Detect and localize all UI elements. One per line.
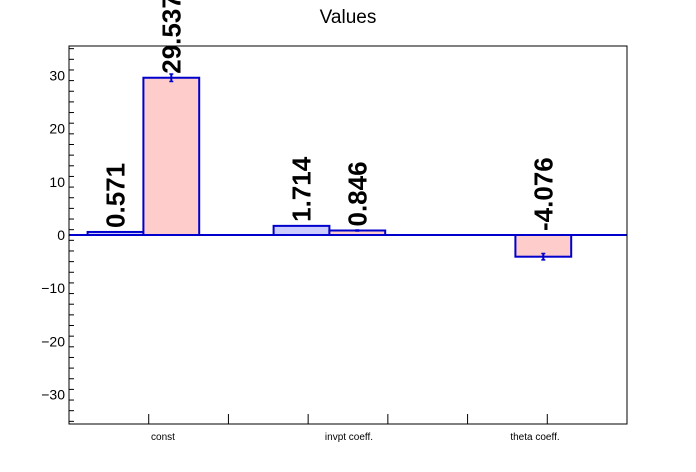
y-tick-label: −20 (41, 333, 65, 349)
x-tick-label: const (151, 432, 175, 443)
data-label: -4.076 (528, 157, 558, 231)
data-label: 1.714 (287, 156, 317, 222)
y-tick-label: 30 (49, 67, 65, 83)
y-tick-label: −10 (41, 280, 65, 296)
plot-frame (68, 45, 628, 425)
chart-title: Values (320, 7, 377, 28)
bar (142, 76, 201, 236)
data-label: 29.537 (156, 0, 186, 74)
y-axis: −30 −20 −10 0 10 20 30 (41, 48, 74, 422)
x-tick-label: invpt coeff. (325, 432, 373, 443)
y-tick-label: 0 (57, 227, 65, 243)
bar (272, 224, 331, 236)
plot-area: 0.571 1.714 29.537 0.846 -4.076 (69, 0, 627, 261)
data-label: 0.846 (342, 161, 372, 226)
x-tick-label: theta coeff. (510, 432, 559, 443)
y-tick-label: −30 (41, 387, 65, 403)
y-tick-label: 20 (49, 121, 65, 137)
data-label: 0.571 (101, 163, 131, 228)
x-axis: const invpt coeff. theta coeff. (148, 414, 560, 443)
y-tick-label: 10 (49, 174, 65, 190)
